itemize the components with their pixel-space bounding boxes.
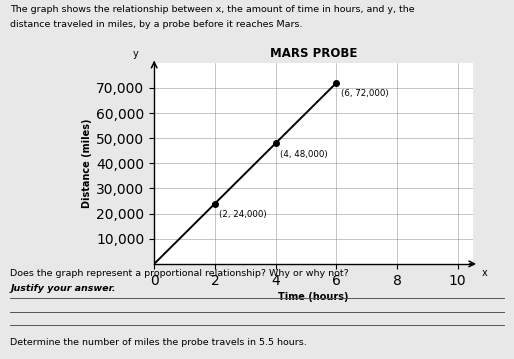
Text: (6, 72,000): (6, 72,000) bbox=[341, 89, 389, 98]
X-axis label: Time (hours): Time (hours) bbox=[278, 292, 349, 302]
Text: distance traveled in miles, by a probe before it reaches Mars.: distance traveled in miles, by a probe b… bbox=[10, 20, 303, 29]
Text: x: x bbox=[482, 268, 488, 278]
Point bbox=[271, 140, 280, 146]
Text: (4, 48,000): (4, 48,000) bbox=[280, 149, 328, 159]
Text: Determine the number of miles the probe travels in 5.5 hours.: Determine the number of miles the probe … bbox=[10, 338, 307, 347]
Text: (2, 24,000): (2, 24,000) bbox=[219, 210, 267, 219]
Text: The graph shows the relationship between x, the amount of time in hours, and y, : The graph shows the relationship between… bbox=[10, 5, 415, 14]
Text: y: y bbox=[133, 49, 139, 59]
Title: MARS PROBE: MARS PROBE bbox=[270, 47, 357, 60]
Y-axis label: Distance (miles): Distance (miles) bbox=[82, 118, 92, 208]
Text: Justify your answer.: Justify your answer. bbox=[10, 284, 116, 293]
Point bbox=[332, 80, 340, 86]
Point bbox=[211, 201, 219, 206]
Text: Does the graph represent a proportional relationship? Why or why not?: Does the graph represent a proportional … bbox=[10, 269, 349, 278]
